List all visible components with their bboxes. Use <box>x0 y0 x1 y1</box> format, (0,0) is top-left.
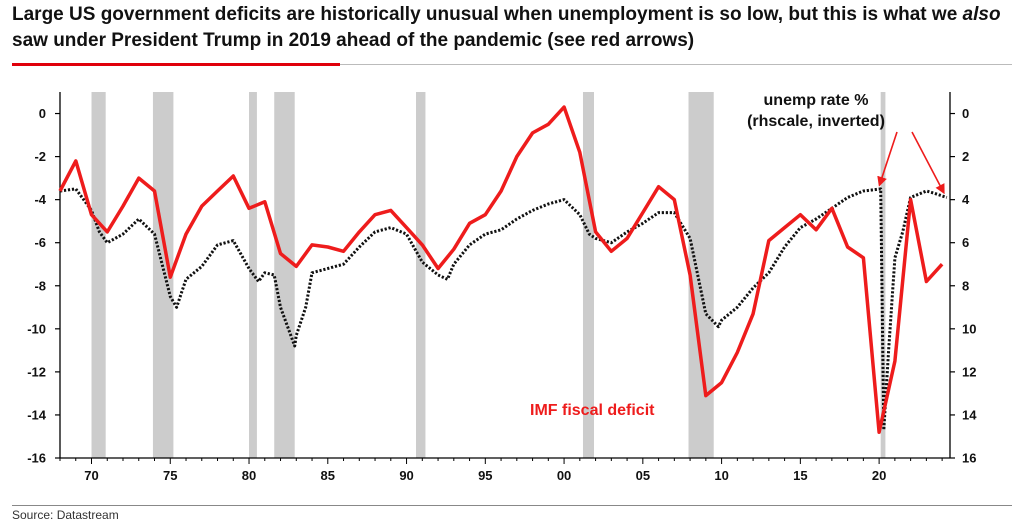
x-tick-label: 00 <box>557 468 571 483</box>
header-divider <box>340 64 1012 65</box>
x-tick-label: 95 <box>478 468 492 483</box>
chart-title: Large US government deficits are histori… <box>12 2 1012 54</box>
x-tick-label: 15 <box>793 468 807 483</box>
right-tick-label: 4 <box>962 192 970 207</box>
left-tick-label: 0 <box>39 106 46 121</box>
unemp-series-label-line2: (rhscale, inverted) <box>747 113 885 130</box>
footer-divider <box>12 505 1012 506</box>
series-lines <box>58 105 948 434</box>
recession-band <box>582 92 594 458</box>
x-tick-label: 85 <box>321 468 335 483</box>
x-tick-label: 10 <box>714 468 728 483</box>
chart-area: 0 -2 -4 -6 -8 -10 -12 -14 -16 0 2 4 6 8 10 12 14 16 70 75 80… <box>27 92 977 483</box>
left-tick-label: -16 <box>27 451 46 466</box>
right-tick-label: 8 <box>962 278 969 293</box>
x-tick-label: 90 <box>399 468 413 483</box>
recession-bands <box>91 92 886 458</box>
left-tick-label: -6 <box>34 235 46 250</box>
recession-band <box>91 92 106 458</box>
right-tick-label: 10 <box>962 321 976 336</box>
fiscal-deficit-line <box>58 105 944 434</box>
x-tick-label: 80 <box>242 468 256 483</box>
right-tick-label: 14 <box>962 407 977 422</box>
right-tick-label: 12 <box>962 364 976 379</box>
recession-band <box>416 92 426 458</box>
recession-band <box>152 92 174 458</box>
axes: 0 -2 -4 -6 -8 -10 -12 -14 -16 0 2 4 6 8 10 12 14 16 70 75 80… <box>27 92 977 483</box>
source-note: Source: Datastream <box>12 508 119 522</box>
deficit-series-label: IMF fiscal deficit <box>530 402 655 419</box>
left-tick-label: -10 <box>27 321 46 336</box>
x-tick-label: 70 <box>84 468 98 483</box>
right-tick-label: 0 <box>962 106 969 121</box>
right-tick-label: 2 <box>962 149 969 164</box>
title-text-part-2: saw under President Trump in 2019 ahead … <box>12 30 695 51</box>
recession-band <box>274 92 295 458</box>
left-tick-label: -14 <box>27 407 47 422</box>
left-tick-label: -8 <box>34 278 46 293</box>
left-tick-label: -4 <box>34 192 46 207</box>
unemployment-rate-line <box>59 187 948 432</box>
title-emphasis: also <box>962 4 1001 25</box>
title-red-underline <box>12 63 340 66</box>
unemp-series-label-line1: unemp rate % <box>764 92 869 109</box>
red-arrow-latest <box>911 131 945 195</box>
annotations: IMF fiscal deficit unemp rate % (rhscale… <box>530 92 945 419</box>
x-tick-label: 75 <box>163 468 177 483</box>
title-text-part-1: Large US government deficits are histori… <box>12 4 963 25</box>
left-tick-label: -12 <box>27 364 46 379</box>
right-tick-label: 6 <box>962 235 969 250</box>
left-tick-label: -2 <box>34 149 46 164</box>
right-tick-label: 16 <box>962 451 976 466</box>
red-arrow-2019 <box>877 131 898 187</box>
x-tick-label: 20 <box>872 468 886 483</box>
recession-band <box>688 92 714 458</box>
x-tick-label: 05 <box>636 468 650 483</box>
